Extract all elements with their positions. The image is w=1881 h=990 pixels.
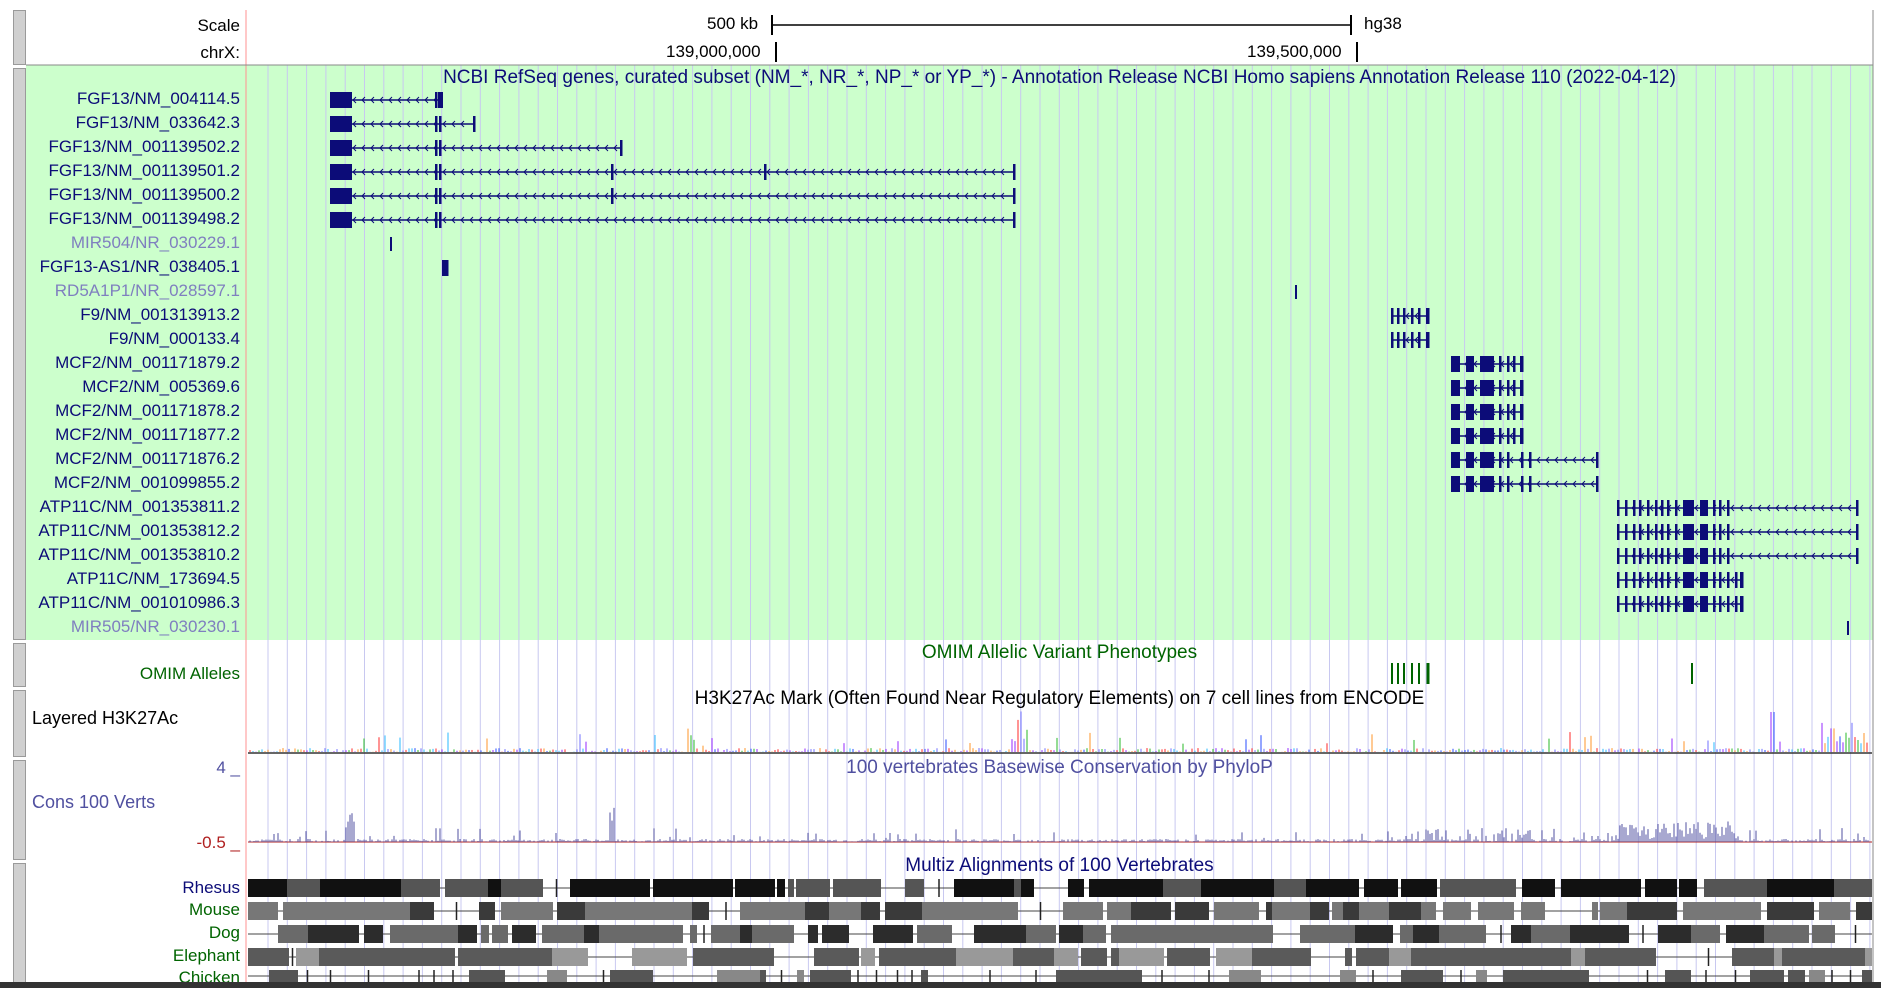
gene-model[interactable]: [442, 260, 449, 276]
species-alignment-row[interactable]: [248, 925, 1872, 943]
species-alignment-row[interactable]: [248, 970, 1872, 982]
gene-model[interactable]: [1617, 524, 1859, 540]
refseq-track-handle[interactable]: [13, 68, 26, 640]
gene-label[interactable]: F9/NM_000133.4: [108, 329, 240, 348]
gene-model[interactable]: [1391, 332, 1430, 348]
omim-features[interactable]: [0, 0, 1881, 700]
gene-label[interactable]: MCF2/NM_001171879.2: [55, 353, 240, 372]
gene-model[interactable]: [1451, 452, 1599, 468]
gene-label[interactable]: MCF2/NM_005369.6: [82, 377, 240, 396]
gene-label[interactable]: RD5A1P1/NR_028597.1: [54, 281, 240, 300]
chrom-label: chrX:: [200, 43, 240, 62]
cons-track-label[interactable]: Cons 100 Verts: [32, 792, 156, 812]
gene-model[interactable]: [1617, 596, 1744, 612]
gene-model[interactable]: [1451, 428, 1524, 444]
gene-label[interactable]: MCF2/NM_001099855.2: [53, 473, 240, 492]
gene-label[interactable]: FGF13/NM_001139501.2: [48, 161, 240, 180]
cons-track-title: 100 vertebrates Basewise Conservation by…: [846, 757, 1273, 778]
omim-track-label[interactable]: OMIM Alleles: [139, 664, 240, 683]
gene-model[interactable]: [1451, 476, 1599, 492]
cons-signal[interactable]: [0, 0, 1881, 870]
gene-label[interactable]: F9/NM_001313913.2: [80, 305, 240, 324]
gene-label[interactable]: ATP11C/NM_001010986.3: [38, 593, 240, 612]
gene-model[interactable]: [330, 116, 476, 132]
gene-label[interactable]: FGF13/NM_001139498.2: [48, 209, 240, 228]
multiz-track-title: Multiz Alignments of 100 Vertebrates: [905, 855, 1214, 876]
omim-track-title: OMIM Allelic Variant Phenotypes: [921, 642, 1198, 663]
scale-label: Scale: [197, 16, 240, 35]
gene-model[interactable]: [330, 140, 623, 156]
scale-bar: [771, 15, 1358, 62]
species-alignment-row[interactable]: [248, 902, 1872, 920]
h3k27ac-track-label[interactable]: Layered H3K27Ac: [32, 708, 179, 728]
gene-label[interactable]: FGF13/NM_033642.3: [75, 113, 240, 132]
ruler-track-handle[interactable]: [13, 10, 26, 65]
refseq-track-background: [26, 65, 1873, 640]
gene-model[interactable]: [1617, 500, 1859, 516]
gene-label[interactable]: MIR504/NR_030229.1: [70, 233, 240, 252]
cons-max-label: 4 _: [216, 758, 240, 777]
gene-label[interactable]: MCF2/NM_001171876.2: [55, 449, 240, 468]
omim-track-handle[interactable]: [13, 643, 26, 687]
gene-model[interactable]: [1391, 308, 1430, 324]
gene-model[interactable]: [1617, 548, 1859, 564]
bottom-edge: [0, 982, 1881, 988]
gene-label[interactable]: FGF13/NM_001139500.2: [48, 185, 240, 204]
gene-label[interactable]: MIR505/NR_030230.1: [70, 617, 240, 636]
species-alignment-row[interactable]: [248, 948, 1872, 966]
cons-track-handle[interactable]: [13, 760, 26, 860]
gene-model[interactable]: [330, 212, 1016, 228]
gene-model[interactable]: [1617, 572, 1744, 588]
gene-model[interactable]: [1451, 380, 1524, 396]
species-label-rhesus[interactable]: Rhesus: [182, 878, 240, 897]
h3k27ac-signal[interactable]: [0, 0, 1881, 760]
gene-model[interactable]: [1451, 404, 1524, 420]
gene-label[interactable]: MCF2/NM_001171878.2: [55, 401, 240, 420]
gene-label[interactable]: FGF13/NM_001139502.2: [48, 137, 240, 156]
gene-label[interactable]: MCF2/NM_001171877.2: [55, 425, 240, 444]
h3k27ac-track-title: H3K27Ac Mark (Often Found Near Regulator…: [694, 688, 1425, 709]
h3k27ac-track-handle[interactable]: [13, 690, 26, 757]
cons-min-label: -0.5 _: [196, 833, 240, 852]
position-tick-label: 139,500,000: [1247, 42, 1342, 61]
gene-model[interactable]: [330, 188, 1016, 204]
position-tick-label: 139,000,000: [666, 42, 761, 61]
gene-model[interactable]: [330, 92, 443, 108]
gene-models[interactable]: [0, 0, 1881, 640]
gene-model[interactable]: [330, 164, 1016, 180]
refseq-track-title: NCBI RefSeq genes, curated subset (NM_*,…: [443, 67, 1676, 88]
gene-model[interactable]: [1451, 356, 1524, 372]
gene-label[interactable]: FGF13/NM_004114.5: [76, 89, 240, 108]
gene-label[interactable]: ATP11C/NM_001353810.2: [38, 545, 240, 564]
scale-value: 500 kb: [707, 14, 759, 33]
species-alignment-row[interactable]: [248, 879, 1872, 897]
gene-label[interactable]: ATP11C/NM_001353811.2: [39, 497, 240, 516]
species-label-dog[interactable]: Dog: [208, 923, 240, 942]
species-label-elephant[interactable]: Elephant: [172, 946, 240, 965]
species-label-mouse[interactable]: Mouse: [188, 900, 240, 919]
gene-label[interactable]: ATP11C/NM_001353812.2: [38, 521, 240, 540]
gene-label[interactable]: FGF13-AS1/NR_038405.1: [39, 257, 240, 276]
assembly-label: hg38: [1364, 14, 1402, 33]
gene-label[interactable]: ATP11C/NM_173694.5: [66, 569, 240, 588]
